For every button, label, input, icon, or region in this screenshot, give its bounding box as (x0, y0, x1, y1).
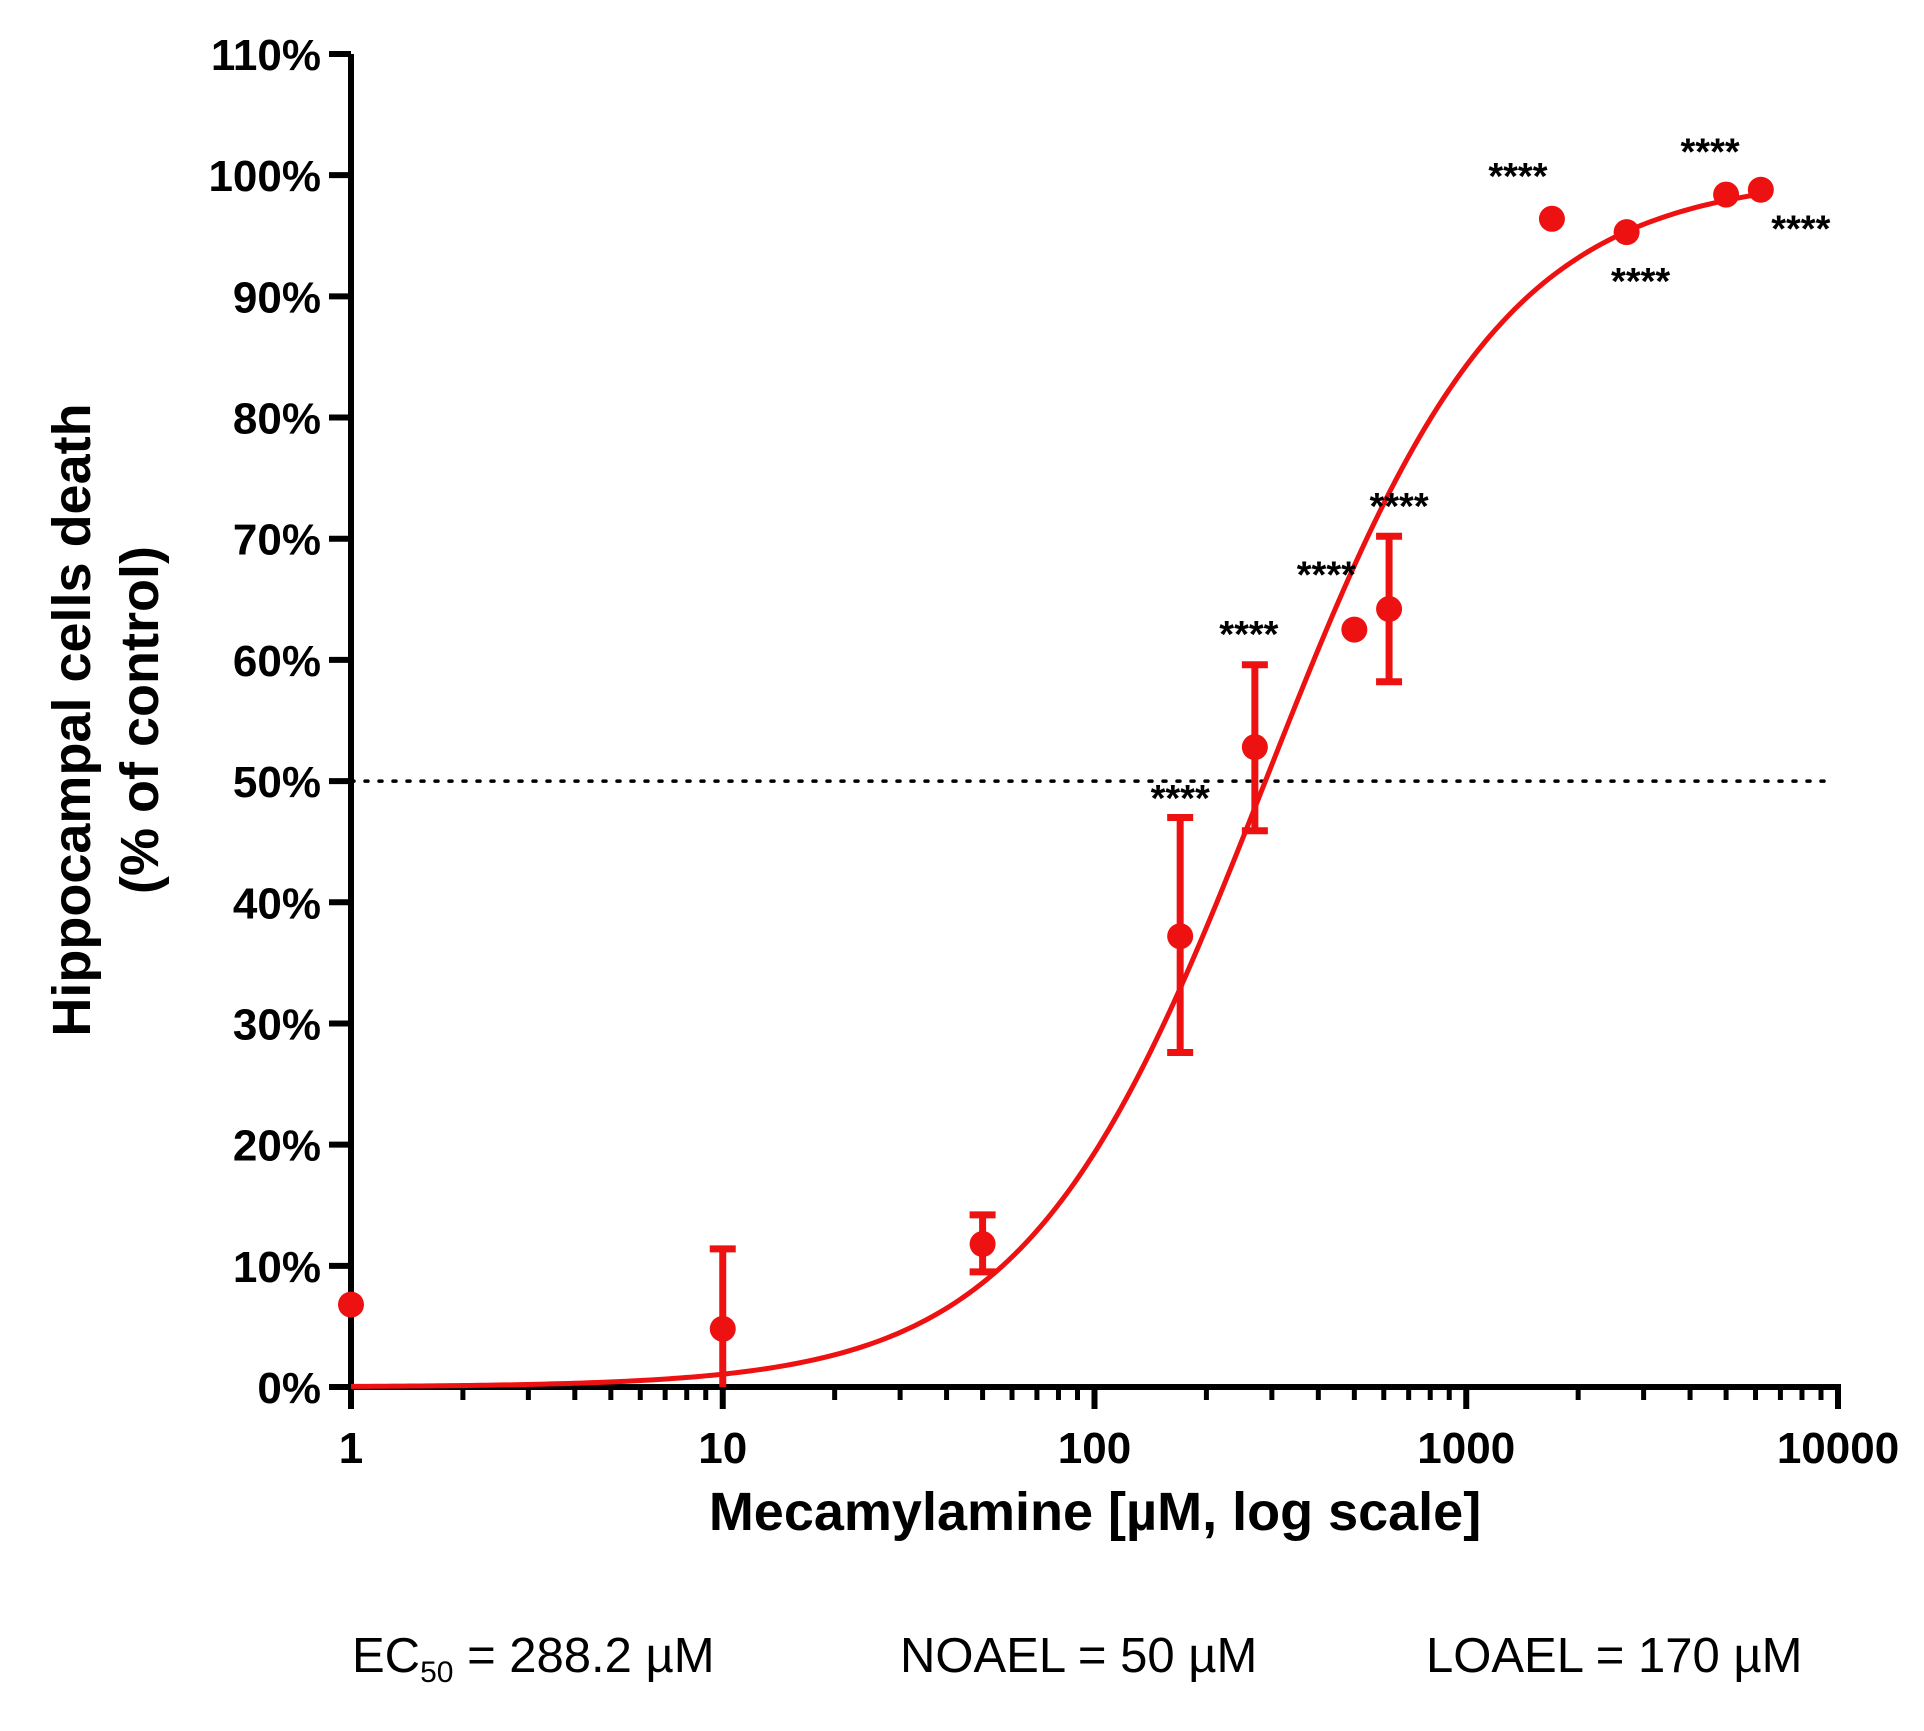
significance-label: **** (1297, 555, 1356, 597)
fit-curve (350, 191, 1762, 1389)
ec50-annotation: EC50 = 288.2 µM (352, 1628, 715, 1689)
ec50-subscript: 50 (420, 1656, 454, 1689)
significance-label: **** (1611, 261, 1670, 303)
y-axis-title-line1: Hippocampal cells death (42, 403, 102, 1036)
y-tick-label: 50% (233, 758, 321, 807)
y-tick-label: 110% (211, 31, 321, 80)
x-tick-label: 1000 (1417, 1424, 1515, 1473)
y-tick-label: 20% (233, 1122, 321, 1171)
data-point (1341, 616, 1368, 643)
y-tick-label: 60% (233, 637, 321, 686)
ticks: 0% 10% 20% 30% 40% 50% 60% 70% 80% 90% 100% 110% 1 10… (208, 31, 1899, 1473)
y-tick-label: 70% (233, 516, 321, 565)
data-point (709, 1315, 736, 1342)
y-tick-label: 80% (233, 395, 321, 444)
x-tick-label: 100 (1058, 1424, 1131, 1473)
significance-label: **** (1771, 209, 1830, 251)
data-point (338, 1291, 364, 1318)
fit-curve-layer (350, 191, 1762, 1389)
y-tick-label: 0% (257, 1364, 321, 1413)
data-point (1538, 205, 1565, 232)
x-tick-label: 1 (339, 1424, 363, 1473)
y-axis-title-line2: (% of control) (110, 546, 170, 894)
data-point (1613, 219, 1640, 246)
significance-label: **** (1488, 156, 1547, 198)
y-tick-label: 10% (233, 1243, 321, 1292)
loael-annotation: LOAEL = 170 µM (1426, 1629, 1803, 1683)
y-tick-label: 30% (233, 1000, 321, 1049)
data-point (1747, 176, 1774, 203)
data-point (1713, 181, 1740, 208)
data-points (338, 176, 1774, 1387)
data-point (1167, 923, 1194, 950)
data-point (1241, 734, 1268, 761)
y-tick-label: 40% (233, 879, 321, 928)
y-tick-label: 100% (208, 152, 321, 201)
data-point (969, 1231, 996, 1258)
significance-label: **** (1151, 778, 1210, 820)
y-tick-label: 90% (233, 273, 321, 322)
x-tick-label: 10000 (1777, 1424, 1899, 1473)
significance-label: **** (1681, 132, 1740, 174)
significance-label: **** (1369, 486, 1428, 528)
significance-labels: **** **** **** **** **** **** **** **** (1151, 132, 1831, 821)
ec50-prefix: EC (352, 1629, 421, 1683)
x-tick-label: 10 (698, 1424, 747, 1473)
axes (348, 54, 1841, 1390)
data-point (1376, 596, 1403, 623)
significance-label: **** (1219, 614, 1278, 656)
ec50-value: = 288.2 µM (453, 1629, 715, 1683)
x-axis-title: Mecamylamine [µM, log scale] (709, 1482, 1481, 1542)
noael-annotation: NOAEL = 50 µM (900, 1629, 1258, 1683)
